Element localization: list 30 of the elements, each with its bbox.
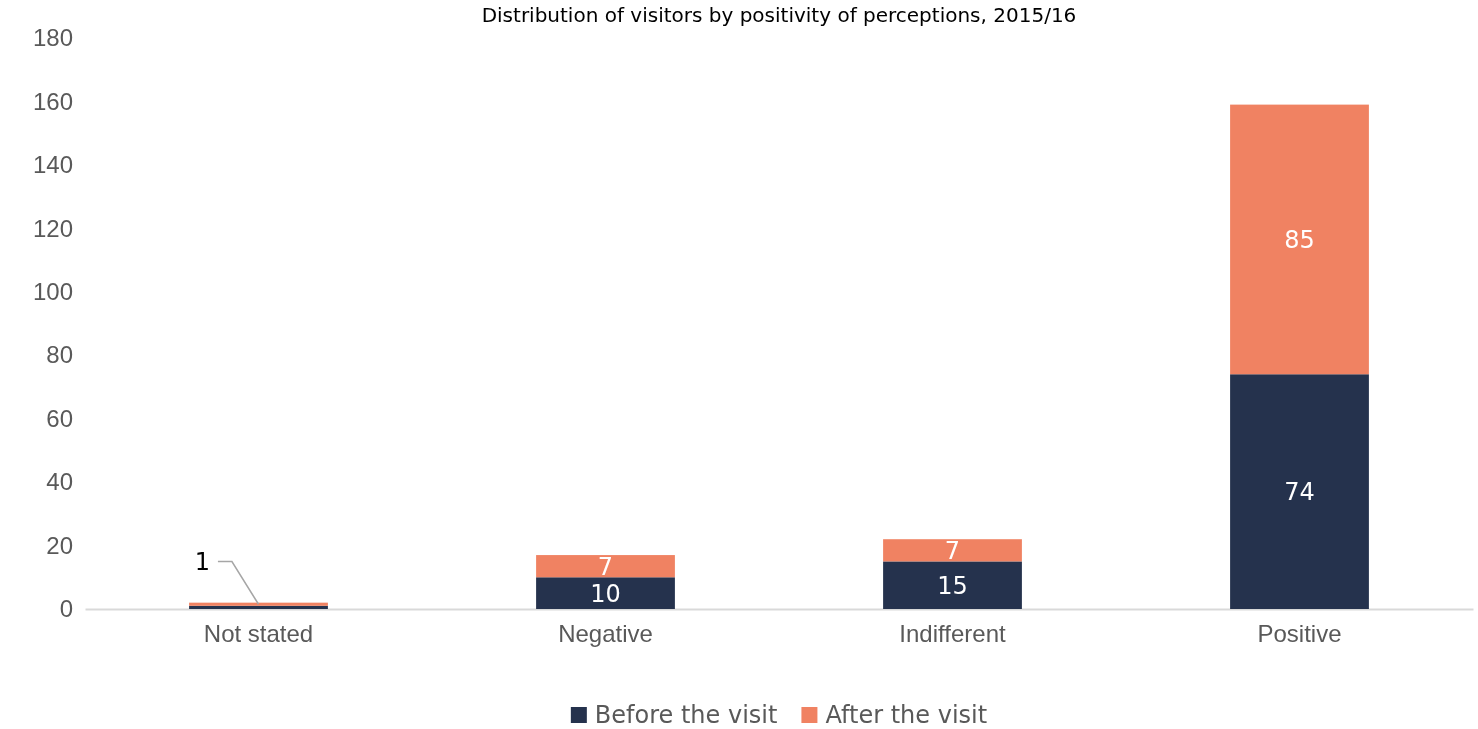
y-tick-label: 140: [32, 151, 73, 179]
y-tick-label: 180: [32, 24, 73, 52]
legend-label: After the visit: [825, 701, 988, 729]
x-tick-label: Indifferent: [899, 620, 1006, 648]
y-tick-label: 40: [46, 468, 73, 496]
data-label: 74: [1284, 478, 1315, 507]
data-label: 10: [590, 579, 621, 608]
y-tick-label: 20: [46, 531, 73, 559]
data-label: 15: [937, 571, 968, 600]
data-label: 7: [944, 536, 961, 565]
x-tick-label: Not stated: [203, 620, 314, 648]
bar: [536, 577, 675, 609]
y-tick-label: 120: [32, 214, 73, 242]
chart-title: Distribution of visitors by positivity of perceptions, 2015/16: [481, 3, 1077, 27]
y-tick-label: 100: [32, 277, 73, 305]
bar: [883, 561, 1022, 609]
data-label: 7: [597, 552, 614, 581]
y-tick-label: 0: [59, 595, 73, 623]
x-tick-label: Negative: [558, 620, 653, 648]
data-label: 85: [1284, 225, 1315, 254]
x-tick-label: Positive: [1257, 620, 1342, 648]
bar: [1230, 374, 1369, 609]
data-label: 1: [194, 547, 210, 576]
y-tick-label: 160: [32, 87, 73, 115]
bar: [883, 539, 1022, 562]
y-tick-label: 60: [46, 404, 73, 432]
bar: [1230, 104, 1369, 375]
bar: [536, 555, 675, 578]
y-tick-label: 80: [46, 341, 73, 369]
legend-label: Before the visit: [594, 701, 778, 729]
